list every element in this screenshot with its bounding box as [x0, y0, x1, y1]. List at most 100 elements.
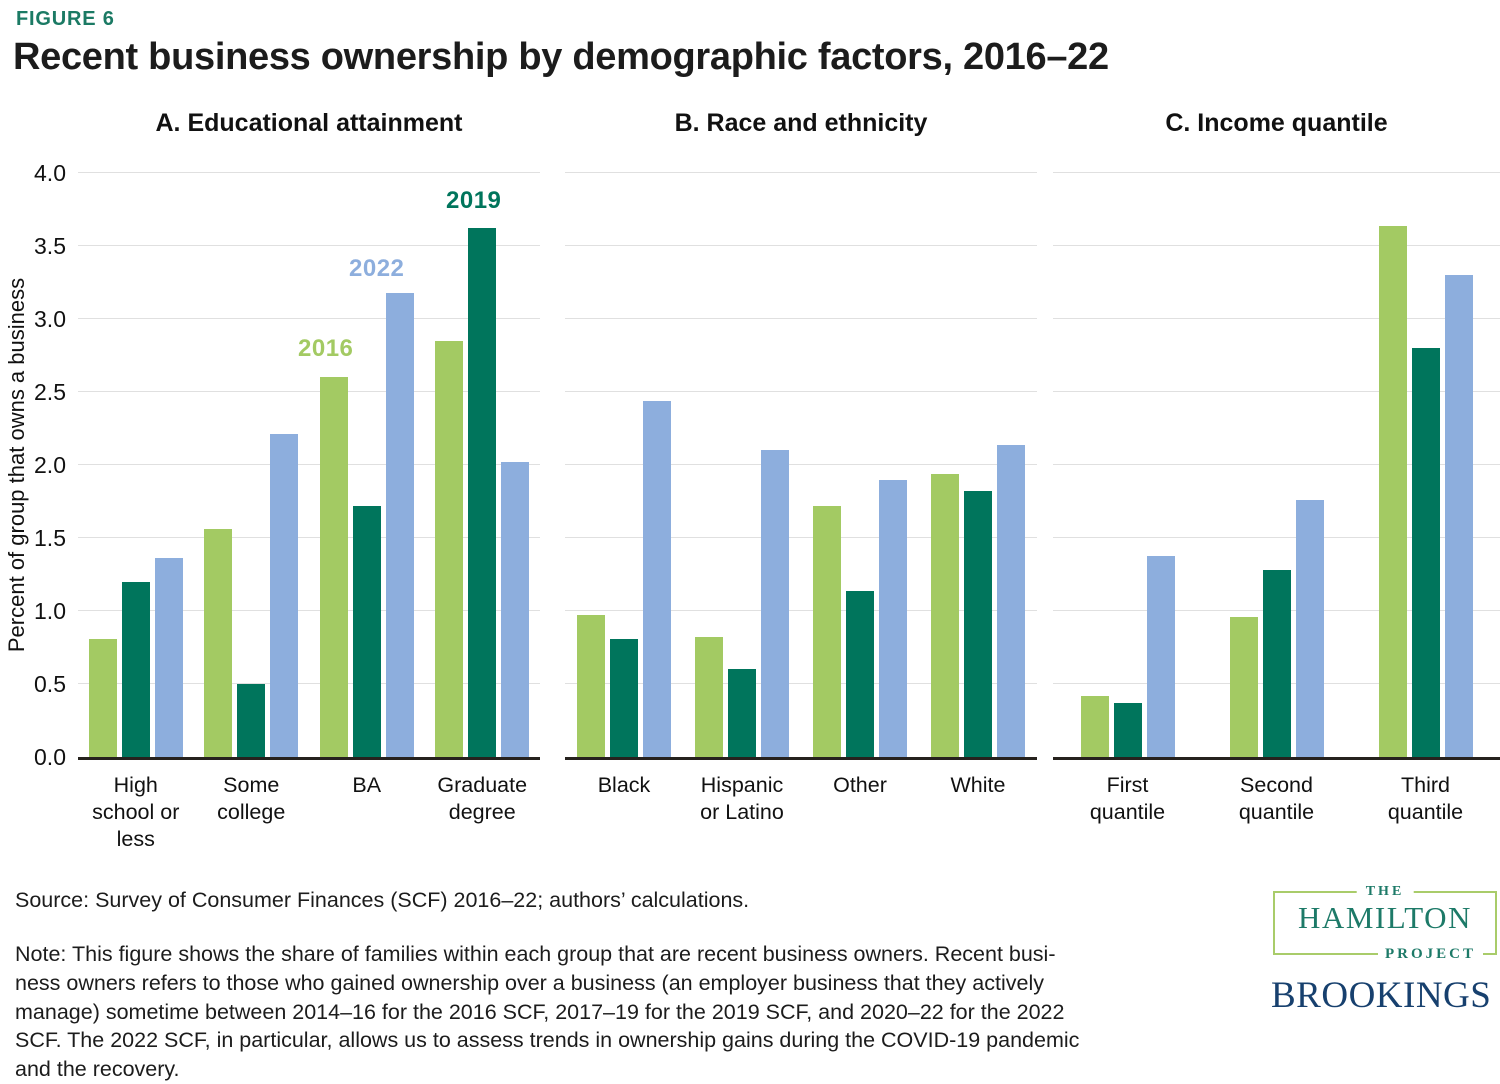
- gridline: [1053, 172, 1500, 173]
- bar-2022-white: [997, 444, 1025, 757]
- gridline: [1053, 245, 1500, 246]
- brookings-logo: BROOKINGS: [1271, 975, 1492, 1016]
- bar-2022-third-quantile: [1444, 275, 1473, 757]
- bar-group-graduate-degree: [425, 173, 541, 757]
- gridline: [78, 464, 540, 465]
- bar-group-first-quantile: [1053, 173, 1202, 757]
- bar-2019-ba: [352, 505, 381, 757]
- hamilton-logo-name: HAMILTON: [1298, 900, 1472, 935]
- panel-race-and-ethnicity: B. Race and ethnicity Black Hispanic or La…: [565, 104, 1037, 826]
- bar-2016-graduate-degree: [435, 340, 464, 757]
- bar-2016-other: [813, 505, 841, 757]
- source-text: Source: Survey of Consumer Finances (SCF…: [15, 888, 750, 912]
- chart-panels: A. Educational attainment 2016 2022 2019 Hig…: [0, 104, 1500, 864]
- bar-2019-graduate-degree: [468, 228, 497, 757]
- panel-title-educational-attainment: A. Educational attainment: [155, 109, 463, 137]
- gridline: [78, 391, 540, 392]
- y-tick-0.0: 0.0: [34, 744, 66, 770]
- note-line: SCF. The 2022 SCF, in particular, allows…: [15, 1028, 1080, 1053]
- bar-2016-second-quantile: [1229, 616, 1258, 757]
- gridline: [565, 464, 1037, 465]
- category-label-first-quantile: First quantile: [1089, 773, 1166, 825]
- note-line: ness owners refers to those who gained o…: [15, 970, 1044, 995]
- bar-2016-some-college: [204, 529, 233, 757]
- bar-group-high-school-or-less: [78, 173, 194, 757]
- note-line: Note: This figure shows the share of fam…: [15, 942, 1056, 966]
- bar-groups: [78, 173, 540, 757]
- bar-2019-some-college: [237, 684, 266, 757]
- bar-2022-ba: [385, 292, 414, 757]
- series-label-2022: 2022: [349, 255, 405, 282]
- bar-2019-hispanic-or-latino: [728, 669, 756, 757]
- category-label-hispanic-or-latino: Hispanic or Latino: [700, 773, 784, 825]
- bar-groups: [565, 173, 1037, 757]
- bar-2022-some-college: [270, 434, 299, 757]
- gridline: [565, 245, 1037, 246]
- gridline: [1053, 537, 1500, 538]
- bar-2022-other: [879, 479, 907, 757]
- figure-label: FIGURE 6: [16, 8, 115, 30]
- gridline: [78, 245, 540, 246]
- bar-2016-third-quantile: [1378, 225, 1407, 757]
- category-label-other: Other: [833, 773, 887, 797]
- hamilton-logo-the: THE: [1356, 883, 1414, 901]
- panel-income-quantile: C. Income quantile First quantile Second q…: [1053, 104, 1500, 826]
- bar-2022-black: [643, 400, 671, 757]
- bar-2019-black: [610, 638, 638, 757]
- category-labels: Black Hispanic or Latino Other White: [565, 772, 1037, 826]
- bar-group-third-quantile: [1351, 173, 1500, 757]
- gridline: [1053, 464, 1500, 465]
- gridline: [78, 172, 540, 173]
- gridline: [565, 391, 1037, 392]
- category-label-high-school-or-less: High school or less: [92, 773, 180, 852]
- y-tick-2.5: 2.5: [34, 379, 66, 405]
- bar-2022-hispanic-or-latino: [761, 450, 789, 757]
- series-label-2019: 2019: [446, 187, 502, 214]
- gridline: [565, 318, 1037, 319]
- category-label-ba: BA: [352, 773, 382, 797]
- y-tick-2.0: 2.0: [34, 452, 66, 478]
- bar-2022-second-quantile: [1295, 500, 1324, 757]
- category-labels: High school or less Some college BA Graduat…: [78, 772, 540, 853]
- hamilton-project-logo: THE HAMILTON PROJECT: [1273, 883, 1497, 963]
- category-labels: First quantile Second quantile Third quant…: [1053, 772, 1500, 826]
- panel-title-race-and-ethnicity: B. Race and ethnicity: [674, 109, 928, 137]
- y-tick-1.5: 1.5: [34, 525, 66, 551]
- bar-2022-high-school-or-less: [154, 558, 183, 757]
- category-label-black: Black: [597, 773, 651, 797]
- bar-2022-first-quantile: [1146, 555, 1175, 757]
- bar-group-ba: [309, 173, 425, 757]
- bar-2016-high-school-or-less: [88, 638, 117, 757]
- y-tick-4.0: 4.0: [34, 160, 66, 186]
- category-label-some-college: Some college: [217, 773, 286, 825]
- gridline: [1053, 391, 1500, 392]
- category-label-white: White: [950, 773, 1006, 797]
- note-text: Note: This figure shows the share of fam…: [15, 940, 1079, 1084]
- bar-2019-first-quantile: [1113, 702, 1142, 757]
- hamilton-logo-project: PROJECT: [1377, 945, 1483, 963]
- bar-2019-high-school-or-less: [121, 581, 150, 757]
- bar-2016-hispanic-or-latino: [695, 637, 723, 757]
- bar-2019-second-quantile: [1262, 570, 1291, 757]
- bar-2019-white: [964, 491, 992, 757]
- bar-group-hispanic-or-latino: [683, 173, 801, 757]
- bar-2019-other: [846, 590, 874, 757]
- y-tick-0.5: 0.5: [34, 671, 66, 697]
- bar-group-black: [565, 173, 683, 757]
- bar-group-other: [801, 173, 919, 757]
- bar-2016-first-quantile: [1080, 695, 1109, 757]
- bar-2016-black: [577, 615, 605, 757]
- plot-income-quantile: [1053, 172, 1500, 760]
- gridline: [565, 537, 1037, 538]
- gridline: [78, 683, 540, 684]
- panel-title-income-quantile: C. Income quantile: [1165, 109, 1388, 137]
- gridline: [78, 318, 540, 319]
- bar-group-second-quantile: [1202, 173, 1351, 757]
- y-tick-1.0: 1.0: [34, 598, 66, 624]
- bar-2016-white: [931, 473, 959, 757]
- gridline: [565, 683, 1037, 684]
- category-label-graduate-degree: Graduate degree: [437, 773, 528, 825]
- bar-2022-graduate-degree: [501, 462, 530, 757]
- plot-race-and-ethnicity: [565, 172, 1037, 760]
- note-line: and the recovery.: [15, 1057, 180, 1082]
